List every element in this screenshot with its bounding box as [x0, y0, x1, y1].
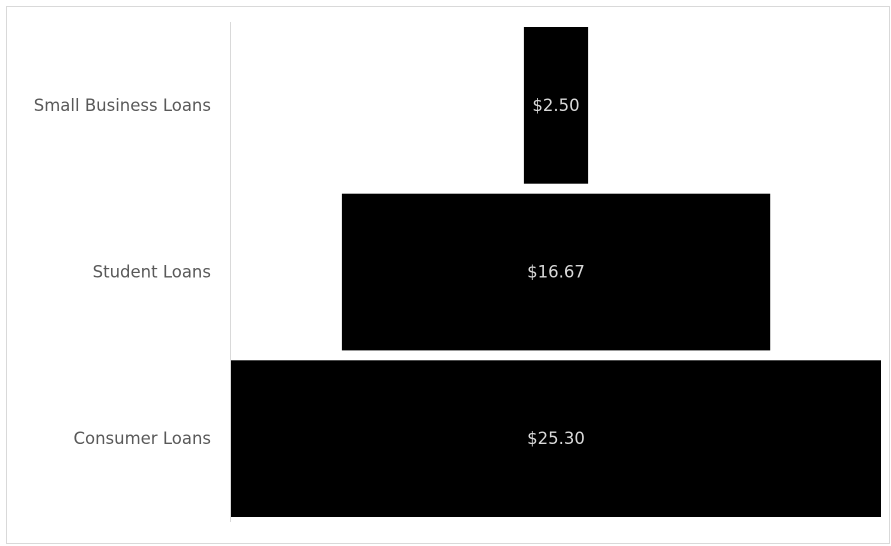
data-label-consumer-loans: $25.30 [527, 429, 585, 448]
bar-student-loans [341, 193, 771, 351]
category-label-student-loans: Student Loans [93, 263, 211, 282]
category-label-small-business-loans: Small Business Loans [34, 96, 211, 115]
bar-small-business-loans [523, 27, 589, 184]
category-label-consumer-loans: Consumer Loans [73, 429, 211, 448]
bar-consumer-loans [231, 360, 881, 517]
data-label-small-business-loans: $2.50 [532, 96, 579, 115]
category-labels-group: Small Business Loans Student Loans Consume… [34, 96, 211, 448]
bars-group [231, 27, 881, 517]
data-label-student-loans: $16.67 [527, 263, 585, 282]
data-labels-group: $2.50 $16.67 $25.30 [527, 96, 585, 448]
